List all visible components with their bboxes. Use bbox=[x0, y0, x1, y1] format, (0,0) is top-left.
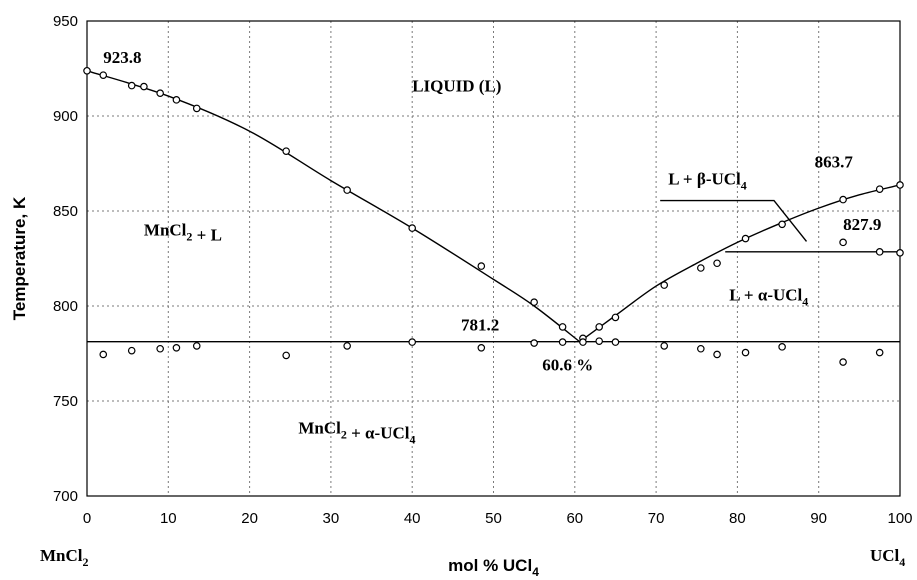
data-point-series-3 bbox=[660, 342, 669, 350]
data-point-series-1 bbox=[156, 89, 164, 98]
axis-titles: Temperature, K mol % UCl4 MnCl2 UCl4 bbox=[10, 196, 905, 579]
data-point-series-1 bbox=[127, 81, 136, 90]
x-tick-label: 0 bbox=[83, 510, 91, 527]
data-point-series-1 bbox=[140, 82, 148, 91]
phase-boundary-lines bbox=[86, 70, 901, 343]
x-tick-label: 50 bbox=[485, 510, 502, 527]
axis-tick-labels: 0 10 20 30 40 50 60 70 80 90 100 700 750 800 850 900 950 bbox=[53, 13, 913, 527]
x-tick-label: 100 bbox=[887, 510, 912, 527]
x-end-label-right: UCl4 bbox=[870, 546, 905, 569]
y-tick-label: 800 bbox=[53, 298, 78, 315]
data-point-series-1 bbox=[697, 264, 705, 272]
data-point-series-1 bbox=[99, 71, 108, 79]
data-point-series-1 bbox=[660, 281, 669, 289]
data-point-series-2 bbox=[408, 338, 417, 346]
data-point-series-1 bbox=[477, 262, 486, 270]
x-tick-label: 40 bbox=[404, 510, 421, 527]
data-point-series-1 bbox=[408, 224, 417, 232]
data-point-series-1 bbox=[875, 248, 884, 256]
y-tick-label: 950 bbox=[53, 13, 78, 30]
data-point-series-1 bbox=[896, 181, 904, 189]
y-tick-label: 700 bbox=[53, 488, 78, 505]
data-point-series-1 bbox=[896, 249, 904, 257]
data-points bbox=[83, 66, 904, 366]
x-tick-label: 20 bbox=[241, 510, 258, 527]
data-point-series-2 bbox=[530, 339, 538, 347]
annotation-t1: 923.8 bbox=[103, 48, 141, 67]
data-point-series-3 bbox=[99, 350, 108, 359]
grid-lines bbox=[87, 21, 900, 496]
annotation-t5: 60.6 % bbox=[542, 356, 593, 375]
annotation-t2: LIQUID (L) bbox=[412, 76, 501, 95]
annotation-t8: 827.9 bbox=[843, 215, 881, 234]
x-tick-label: 60 bbox=[566, 510, 583, 527]
data-point-series-3 bbox=[343, 342, 351, 350]
y-tick-label: 850 bbox=[53, 203, 78, 220]
data-point-series-1 bbox=[530, 298, 538, 307]
data-point-series-1 bbox=[558, 323, 567, 331]
data-point-series-3 bbox=[127, 346, 136, 355]
annotation-t6: MnCl2 + α-UCl4 bbox=[298, 418, 415, 446]
annotation-t9: L + β-UCl4 bbox=[668, 169, 746, 192]
x-tick-label: 70 bbox=[648, 510, 665, 527]
plot-frame bbox=[86, 20, 901, 497]
x-tick-label: 90 bbox=[810, 510, 827, 527]
data-point-series-1 bbox=[282, 147, 290, 155]
data-point-series-1 bbox=[611, 313, 620, 322]
annotation-t10: L + α-UCl4 bbox=[729, 285, 808, 308]
data-point-series-2 bbox=[558, 338, 567, 346]
data-point-series-3 bbox=[192, 342, 201, 350]
data-point-series-1 bbox=[192, 104, 201, 113]
y-tick-label: 750 bbox=[53, 393, 78, 410]
data-point-series-1 bbox=[875, 185, 884, 193]
annotation-t7: 863.7 bbox=[815, 152, 854, 171]
annotation-t4: 781.2 bbox=[461, 316, 499, 335]
data-point-series-3 bbox=[477, 343, 486, 352]
data-point-series-1 bbox=[839, 238, 847, 247]
data-point-series-3 bbox=[156, 344, 164, 353]
data-point-series-3 bbox=[172, 343, 181, 352]
annotation-t3: MnCl2 + L bbox=[144, 221, 222, 245]
x-tick-label: 30 bbox=[323, 510, 340, 527]
leader-line bbox=[660, 199, 808, 242]
data-point-series-2 bbox=[595, 337, 603, 345]
data-point-series-1 bbox=[343, 186, 351, 194]
data-point-series-1 bbox=[83, 66, 91, 75]
x-tick-label: 80 bbox=[729, 510, 746, 527]
y-tick-label: 900 bbox=[53, 108, 78, 125]
x-axis-title: mol % UCl4 bbox=[448, 556, 539, 579]
annotations: 923.8 LIQUID (L) MnCl2 + L 781.2 60.6 % MnCl2… bbox=[103, 48, 881, 446]
liquidus-right-curve bbox=[579, 184, 901, 343]
liquidus-left-curve bbox=[86, 70, 581, 343]
data-point-series-3 bbox=[741, 348, 750, 357]
data-point-series-1 bbox=[839, 195, 847, 204]
data-point-series-3 bbox=[875, 348, 884, 357]
data-point-series-1 bbox=[172, 96, 181, 104]
x-tick-label: 10 bbox=[160, 510, 177, 527]
data-point-series-2 bbox=[579, 338, 587, 346]
data-point-series-3 bbox=[282, 351, 290, 360]
data-point-series-2 bbox=[611, 338, 620, 346]
data-point-series-1 bbox=[778, 220, 786, 229]
data-point-series-3 bbox=[839, 358, 847, 366]
data-point-series-1 bbox=[595, 323, 603, 331]
x-end-label-left: MnCl2 bbox=[40, 546, 89, 569]
data-point-series-3 bbox=[697, 344, 705, 353]
data-point-series-1 bbox=[741, 234, 750, 243]
y-axis-title: Temperature, K bbox=[10, 196, 29, 320]
data-point-series-3 bbox=[778, 343, 786, 351]
data-point-series-1 bbox=[713, 259, 721, 268]
data-point-series-3 bbox=[713, 350, 721, 359]
